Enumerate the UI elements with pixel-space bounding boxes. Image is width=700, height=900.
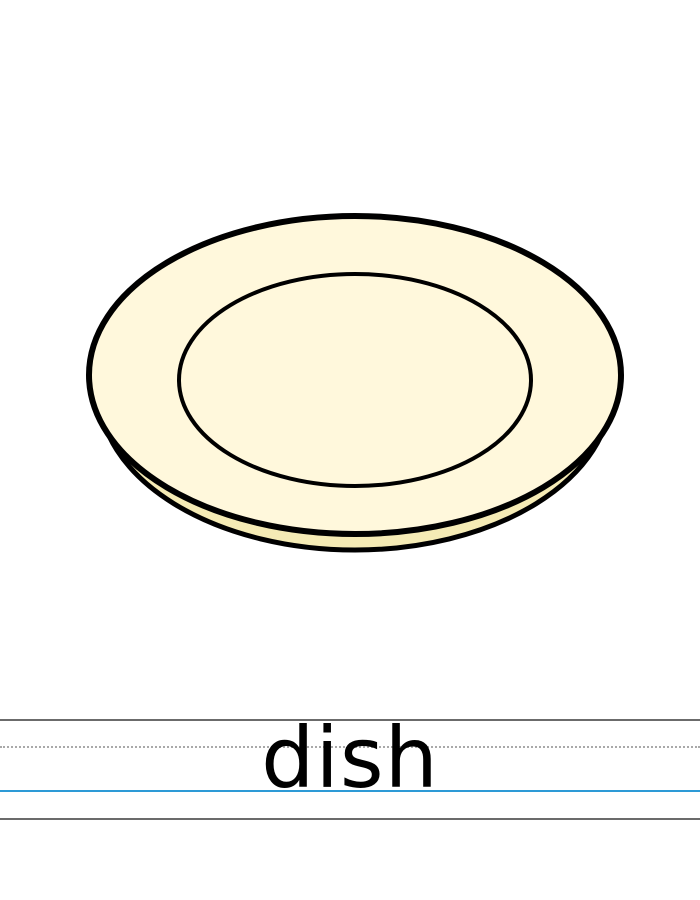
plate-illustration <box>86 213 624 553</box>
guide-top-line <box>0 719 700 721</box>
guide-midline <box>0 746 700 748</box>
guide-bottom-line <box>0 818 700 820</box>
vocabulary-word: dish <box>261 709 439 807</box>
plate-well <box>177 272 533 488</box>
handwriting-guide: dish <box>0 700 700 840</box>
guide-baseline <box>0 790 700 792</box>
plate-icon <box>86 213 624 553</box>
